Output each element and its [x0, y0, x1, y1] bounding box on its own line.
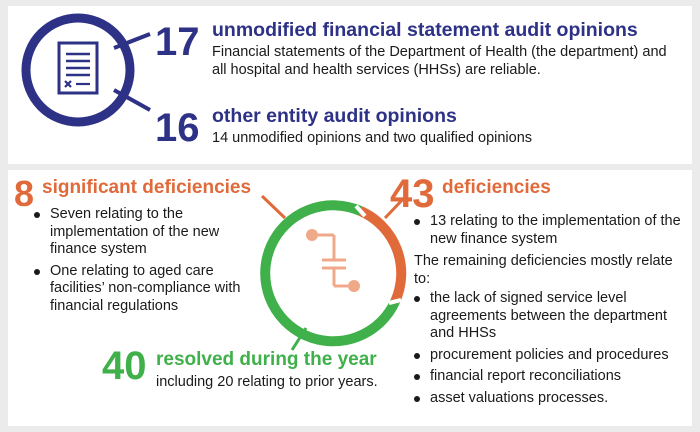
deficiencies-list: 13 relating to the implementation of the… [410, 213, 692, 248]
deficiencies-title: deficiencies [442, 177, 551, 198]
deficiencies-panel: 8 significant deficiencies Seven relatin… [8, 170, 692, 426]
list-item: financial report reconciliations [410, 368, 692, 386]
unmodified-opinions-title: unmodified financial statement audit opi… [212, 19, 638, 41]
other-opinions-title: other entity audit opinions [212, 105, 457, 127]
list-item: procurement policies and procedures [410, 347, 692, 365]
resolved-arc [260, 200, 400, 347]
significant-count: 8 [14, 173, 35, 214]
unmodified-opinions-desc-line2: all hospital and health services (HHSs) … [212, 62, 541, 78]
deficiencies-count: 43 [390, 172, 435, 216]
resolved-desc: including 20 relating to prior years. [156, 374, 378, 390]
other-opinions-desc: 14 unmodified opinions and two qualified… [212, 130, 533, 146]
unmodified-opinions-count: 17 [155, 20, 200, 64]
significant-connector-line [260, 194, 287, 220]
list-item: One relating to aged care facilities’ no… [30, 263, 255, 316]
resolved-count: 40 [102, 344, 147, 388]
circuit-connector-icon [306, 229, 360, 292]
audit-document-icon [21, 13, 151, 127]
list-item: 13 relating to the implementation of the… [410, 213, 692, 248]
unmodified-opinions-desc-line1: Financial statements of the Department o… [212, 44, 667, 60]
audit-opinions-panel: 17 unmodified financial statement audit … [8, 6, 692, 164]
resolved-title: resolved during the year [156, 349, 377, 370]
list-item: Seven relating to the implementation of … [30, 206, 255, 259]
significant-title: significant deficiencies [42, 177, 252, 198]
list-item: asset valuations processes. [410, 390, 692, 408]
list-item: the lack of signed service level agreeme… [410, 290, 692, 343]
deficiencies-ring [260, 194, 408, 351]
remaining-intro: The remaining deficiencies mostly relate… [414, 253, 673, 287]
other-opinions-count: 16 [155, 106, 200, 150]
deficiencies-connector-line [383, 194, 408, 220]
deficiencies-arc [358, 206, 407, 304]
remaining-list: the lack of signed service level agreeme… [410, 290, 692, 407]
significant-list: Seven relating to the implementation of … [30, 206, 255, 315]
